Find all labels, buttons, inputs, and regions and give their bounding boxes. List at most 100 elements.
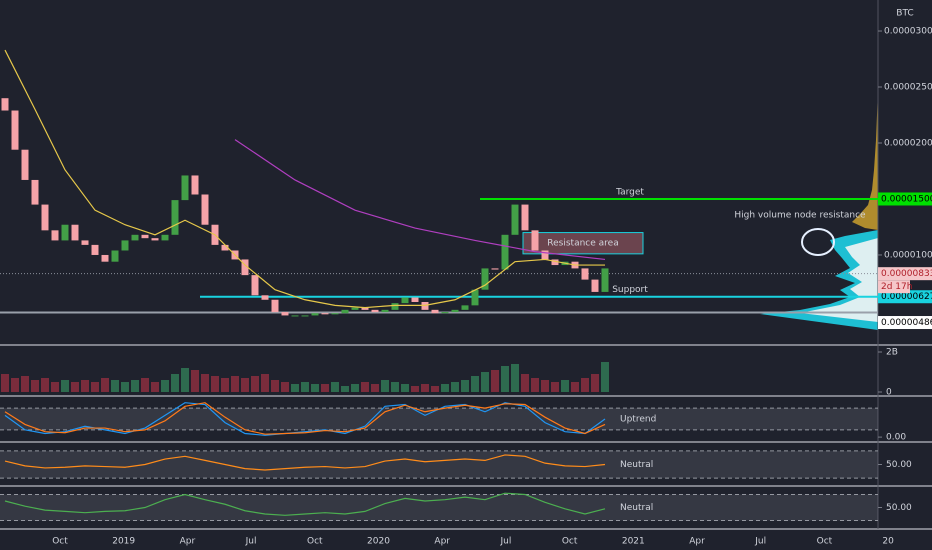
candle [61,224,69,241]
price-badge [878,316,932,330]
volume-bar [161,380,169,392]
price-badge-label: 0.00000486 [881,318,932,328]
x-tick-label: Oct [307,537,323,547]
candle [31,179,39,205]
volume-bar [281,382,289,392]
candle [191,175,199,195]
volume-bar [141,378,149,392]
candle [381,309,389,313]
candle [451,309,459,313]
volume-bar [41,378,49,392]
volume-bar [421,384,429,392]
pane-label: Neutral [620,460,653,470]
indicator-line [4,492,606,516]
candle [341,309,349,314]
candle [41,204,49,231]
volume-bar [351,384,359,392]
candle [151,238,159,241]
candle [321,313,329,315]
volume-bar [211,376,219,392]
volume-bar [21,376,29,392]
volume-bar [111,380,119,392]
candle [281,312,289,316]
candle [461,305,469,310]
candle [81,240,89,245]
candle [431,309,439,314]
x-tick-label: Apr [689,537,705,547]
volume-bar [411,386,419,392]
x-tick-label: Apr [180,537,196,547]
volume-bar [231,376,239,392]
volume-bar [551,382,559,392]
volume-bar [101,378,109,392]
x-tick-label: Oct [52,537,68,547]
y-tick-label: 0.00 [886,433,906,443]
candle [301,315,309,317]
volume-bar [131,380,139,392]
profile-upper [852,90,878,230]
pane-label: Uptrend [620,415,656,425]
price-badge-label: 0.00000833 [881,269,932,279]
level-label: Target [615,187,644,197]
candle [581,268,589,280]
volume-bar [1,374,9,392]
volume-bar [181,368,189,392]
candle [361,307,369,310]
annotation: High volume node resistance [734,211,866,221]
price-badge [878,290,932,304]
candle [501,234,509,270]
price-badge [878,267,932,281]
candle [131,234,139,241]
candle [401,297,409,304]
volume-profile [760,90,878,330]
y-tick-label: 50.00 [886,503,912,513]
profile-core [800,238,878,322]
volume-bar [431,386,439,392]
level-label: Support [612,285,648,295]
candle [271,299,279,313]
candle [551,259,559,266]
pane-separators [0,0,932,530]
volume-bar [441,384,449,392]
x-tick-label: Oct [562,537,578,547]
volume-bar [571,382,579,392]
volume-bar [251,376,259,392]
candle [141,234,149,239]
candle [181,175,189,201]
x-tick-label: 2019 [112,537,135,547]
candle [371,309,379,313]
resistance-zone [522,232,644,255]
candle [521,204,529,231]
price-badge-label: 0.00001500 [881,194,932,204]
band [0,450,878,479]
volume-bar [121,382,129,392]
candle [291,315,299,317]
pane-label: Neutral [620,503,653,513]
volume-bar [471,376,479,392]
volume-bar [361,382,369,392]
band [0,408,878,430]
x-tick-label: Jul [499,537,511,547]
volume-bar [81,380,89,392]
volume-bar [521,374,529,392]
volume-bar [301,382,309,392]
volume-bar [221,378,229,392]
volume-bar [381,380,389,392]
candle [261,295,269,300]
volume-bar [191,370,199,392]
candle [21,149,29,180]
highlight-circle [801,228,835,256]
x-tick-label: Oct [817,537,833,547]
candle [101,254,109,262]
volume-bar [401,384,409,392]
zone-label: Resistance area [547,239,618,249]
volume-bar [481,372,489,392]
volume-bar [261,374,269,392]
candle [531,230,539,251]
volume-bar [321,384,329,392]
